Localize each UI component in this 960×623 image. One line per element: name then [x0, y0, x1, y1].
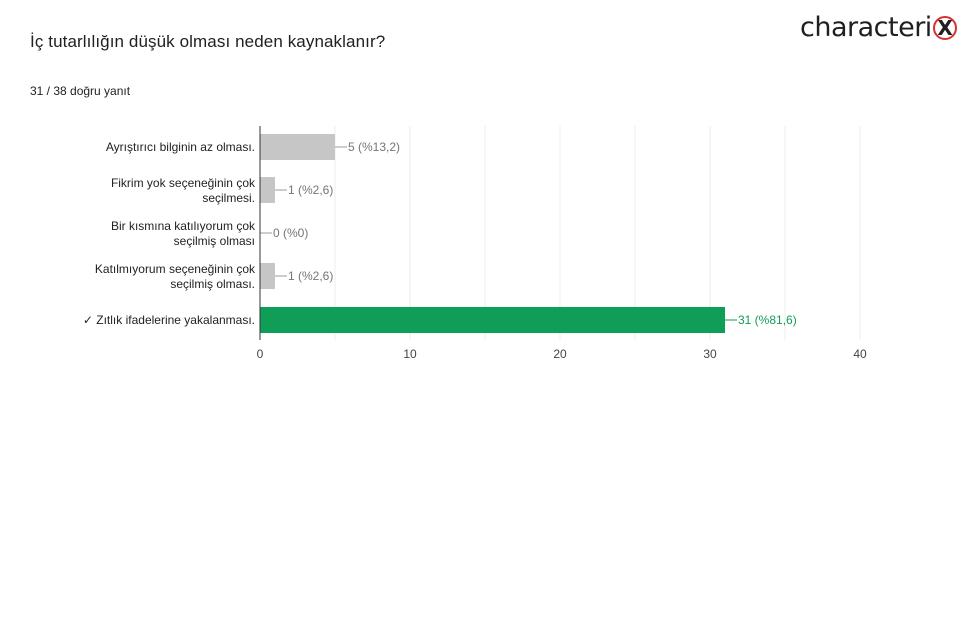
category-label: Katılmıyorum seçeneğinin çok	[95, 262, 256, 276]
x-tick-label: 10	[403, 347, 417, 361]
category-label: seçilmesi.	[202, 191, 255, 205]
value-label: 1 (%2,6)	[288, 269, 333, 283]
value-label: 1 (%2,6)	[288, 183, 333, 197]
value-label: 0 (%0)	[273, 226, 308, 240]
category-label: seçilmiş olması	[174, 234, 255, 248]
logo-text: characteri	[800, 12, 932, 43]
response-count: 31 / 38 doğru yanıt	[30, 84, 131, 98]
category-label: Ayrıştırıcı bilginin az olması.	[106, 140, 255, 154]
bar	[260, 134, 335, 160]
bar	[260, 263, 275, 289]
value-label: 31 (%81,6)	[738, 313, 797, 327]
x-tick-label: 30	[703, 347, 717, 361]
question-title: İç tutarlılığın düşük olması neden kayna…	[30, 32, 386, 51]
category-label: Bir kısmına katılıyorum çok	[111, 219, 256, 233]
x-tick-label: 20	[553, 347, 567, 361]
x-tick-label: 0	[257, 347, 264, 361]
bar	[260, 307, 725, 333]
logo-x-mark: X	[932, 15, 957, 40]
characterix-logo: characteri X	[800, 12, 957, 43]
x-tick-label: 40	[853, 347, 867, 361]
category-label: seçilmiş olması.	[170, 277, 255, 291]
bar	[260, 177, 275, 203]
category-label: Fikrim yok seçeneğinin çok	[111, 176, 256, 190]
category-label: ✓ Zıtlık ifadelerine yakalanması.	[83, 313, 255, 327]
value-label: 5 (%13,2)	[348, 140, 400, 154]
